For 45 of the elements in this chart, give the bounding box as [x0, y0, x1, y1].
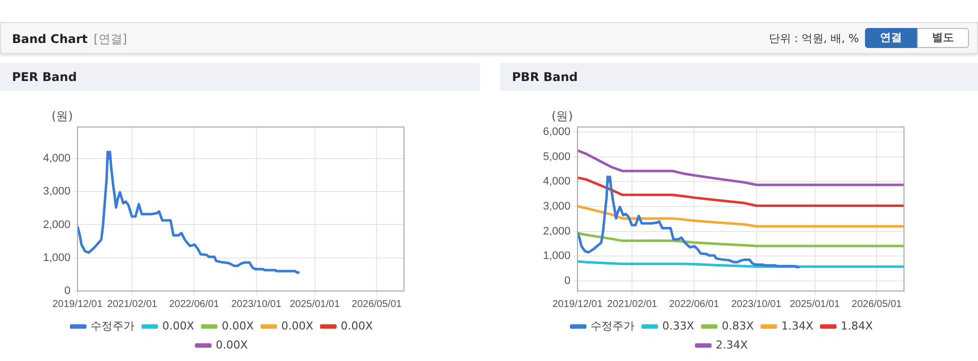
- y-axis-title: (원): [52, 109, 73, 124]
- text: [연결]: [94, 32, 128, 46]
- legend-label: 0.00X: [162, 319, 195, 332]
- y-axis-title: (원): [552, 109, 573, 124]
- text: 단위 : 억원, 배, %: [768, 30, 859, 46]
- chart-title: PER Band: [0, 63, 480, 91]
- x-tick-label: 2022/06/01: [669, 298, 720, 310]
- y-tick-label: 0: [564, 275, 571, 288]
- chart-title: PBR Band: [500, 63, 978, 91]
- x-tick-label: 2022/06/01: [169, 298, 220, 310]
- y-tick-label: 1,000: [42, 252, 71, 264]
- y-tick-label: 0: [64, 285, 71, 298]
- x-tick-label: 2025/01/01: [290, 298, 340, 310]
- y-tick-label: 3,000: [542, 200, 571, 213]
- x-tick-label: 2026/05/01: [352, 298, 402, 310]
- legend-label: 2.34X: [716, 338, 748, 352]
- legend-label: 수정주가: [590, 319, 635, 332]
- y-tick-label: 1,000: [542, 250, 571, 262]
- legend-label: 0.00X: [216, 338, 248, 352]
- y-tick-label: 4,000: [542, 176, 571, 188]
- legend-label: 0.00X: [340, 319, 374, 332]
- x-tick-label: 2025/01/01: [790, 298, 840, 310]
- legend-label: 0.00X: [222, 319, 254, 332]
- y-tick-label: 6,000: [542, 126, 571, 138]
- x-tick-label: 2023/10/01: [231, 298, 282, 310]
- y-tick-label: 5,000: [542, 150, 571, 163]
- y-tick-label: 2,000: [42, 218, 71, 231]
- legend-label: 1.34X: [781, 319, 814, 332]
- x-tick-label: 2021/02/01: [607, 298, 658, 310]
- legend-label: 0.00X: [281, 319, 314, 332]
- x-tick-label: 2019/12/01: [52, 298, 103, 310]
- text: 별도: [917, 28, 969, 48]
- y-tick-label: 3,000: [42, 186, 71, 198]
- legend-label: 0.33X: [662, 319, 695, 332]
- x-tick-label: 2021/02/01: [107, 298, 158, 310]
- text: 연결: [865, 28, 917, 48]
- x-tick-label: 2026/05/01: [852, 298, 902, 310]
- text: Band Chart: [12, 32, 88, 46]
- y-tick-label: 4,000: [42, 152, 71, 165]
- y-tick-label: 2,000: [542, 225, 571, 238]
- legend-label: 0.83X: [722, 319, 754, 332]
- legend-label: 1.84X: [840, 319, 874, 332]
- x-tick-label: 2023/10/01: [731, 298, 782, 310]
- x-tick-label: 2019/12/01: [552, 298, 603, 310]
- legend-label: 수정주가: [90, 319, 135, 332]
